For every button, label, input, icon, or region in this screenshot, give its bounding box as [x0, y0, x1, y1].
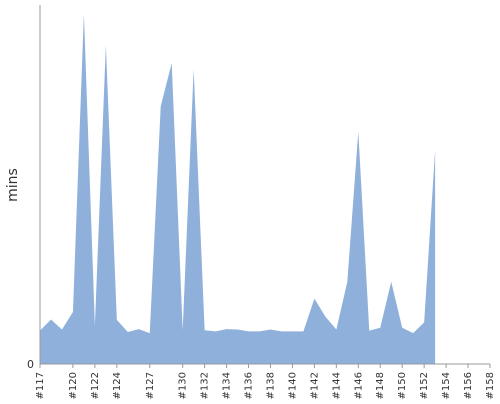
data-point-149	[389, 280, 393, 284]
data-point-130	[181, 328, 185, 332]
data-point-138	[268, 328, 272, 332]
x-tick-label: #124	[112, 372, 123, 399]
data-point-146	[356, 130, 360, 134]
x-tick-label: #154	[441, 372, 452, 399]
x-tick-label: #130	[178, 372, 189, 399]
data-point-145	[345, 280, 349, 284]
y-tick-label: 0	[27, 358, 34, 371]
data-point-119	[60, 328, 64, 332]
data-point-141	[301, 329, 305, 333]
x-tick-label: #148	[375, 372, 386, 399]
data-point-125	[126, 330, 130, 334]
x-tick-label: #152	[419, 372, 430, 399]
data-point-150	[400, 326, 404, 330]
x-tick-label: #158	[485, 372, 496, 399]
x-tick-label: #156	[463, 372, 474, 399]
data-point-153	[433, 148, 437, 152]
x-tick-label: #117	[35, 372, 46, 399]
data-point-132	[203, 328, 207, 332]
data-point-120	[71, 310, 75, 314]
y-axis-label: mins	[5, 168, 21, 202]
data-point-140	[290, 329, 294, 333]
data-point-143	[323, 315, 327, 319]
data-point-139	[279, 329, 283, 333]
area-series-fill	[40, 13, 436, 364]
x-tick-label: #122	[90, 372, 101, 399]
data-point-142	[312, 297, 316, 301]
data-point-127	[148, 331, 152, 335]
data-point-136	[247, 329, 251, 333]
data-point-151	[411, 331, 415, 335]
x-tick-label: #127	[145, 372, 156, 399]
data-point-131	[192, 67, 196, 71]
plot-area	[40, 12, 437, 364]
data-point-118	[49, 317, 53, 321]
x-tick-label: #138	[265, 372, 276, 399]
data-point-133	[214, 329, 218, 333]
data-point-126	[137, 327, 141, 331]
data-point-135	[236, 328, 240, 332]
data-point-129	[170, 61, 174, 65]
x-ticks: #117 #120 #122 #124 #127 #130 #132 #134 #136 #138…	[35, 364, 496, 399]
x-tick-label: #142	[309, 372, 320, 399]
data-point-134	[225, 327, 229, 331]
y-ticks: 0	[27, 358, 34, 371]
data-point-128	[159, 104, 163, 108]
data-point-124	[115, 318, 119, 322]
x-tick-label: #120	[68, 372, 79, 399]
x-tick-label: #134	[222, 372, 233, 399]
data-point-121	[82, 12, 86, 16]
data-point-122	[93, 324, 97, 328]
x-tick-label: #136	[244, 372, 255, 399]
data-point-152	[422, 320, 426, 324]
x-tick-label: #150	[397, 372, 408, 399]
axes	[39, 5, 490, 365]
x-tick-label: #140	[287, 372, 298, 399]
data-point-147	[367, 329, 371, 333]
data-point-123	[104, 43, 108, 47]
data-point-148	[378, 326, 382, 330]
x-tick-label: #132	[200, 372, 211, 399]
x-tick-label: #144	[331, 372, 342, 399]
x-tick-label: #146	[353, 372, 364, 399]
data-point-137	[258, 329, 262, 333]
data-point-144	[334, 328, 338, 332]
